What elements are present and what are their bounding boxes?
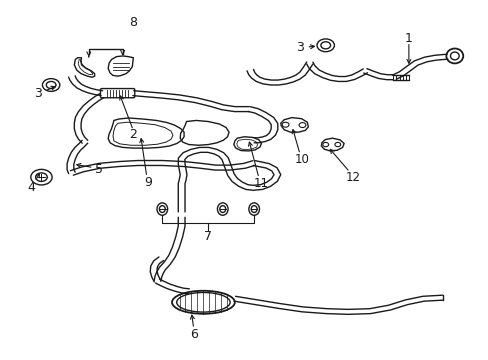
Text: 11: 11 — [253, 177, 268, 190]
Text: 2: 2 — [129, 128, 137, 141]
Text: 7: 7 — [204, 230, 212, 243]
Text: 10: 10 — [294, 153, 309, 166]
FancyBboxPatch shape — [100, 89, 135, 98]
Text: 3: 3 — [34, 87, 42, 100]
Text: 1: 1 — [404, 32, 412, 45]
Text: 9: 9 — [143, 176, 151, 189]
Text: 6: 6 — [189, 328, 197, 341]
Text: 4: 4 — [28, 181, 36, 194]
Text: 5: 5 — [95, 163, 103, 176]
Text: 8: 8 — [129, 16, 137, 29]
Text: 3: 3 — [296, 41, 304, 54]
Text: 12: 12 — [345, 171, 360, 184]
